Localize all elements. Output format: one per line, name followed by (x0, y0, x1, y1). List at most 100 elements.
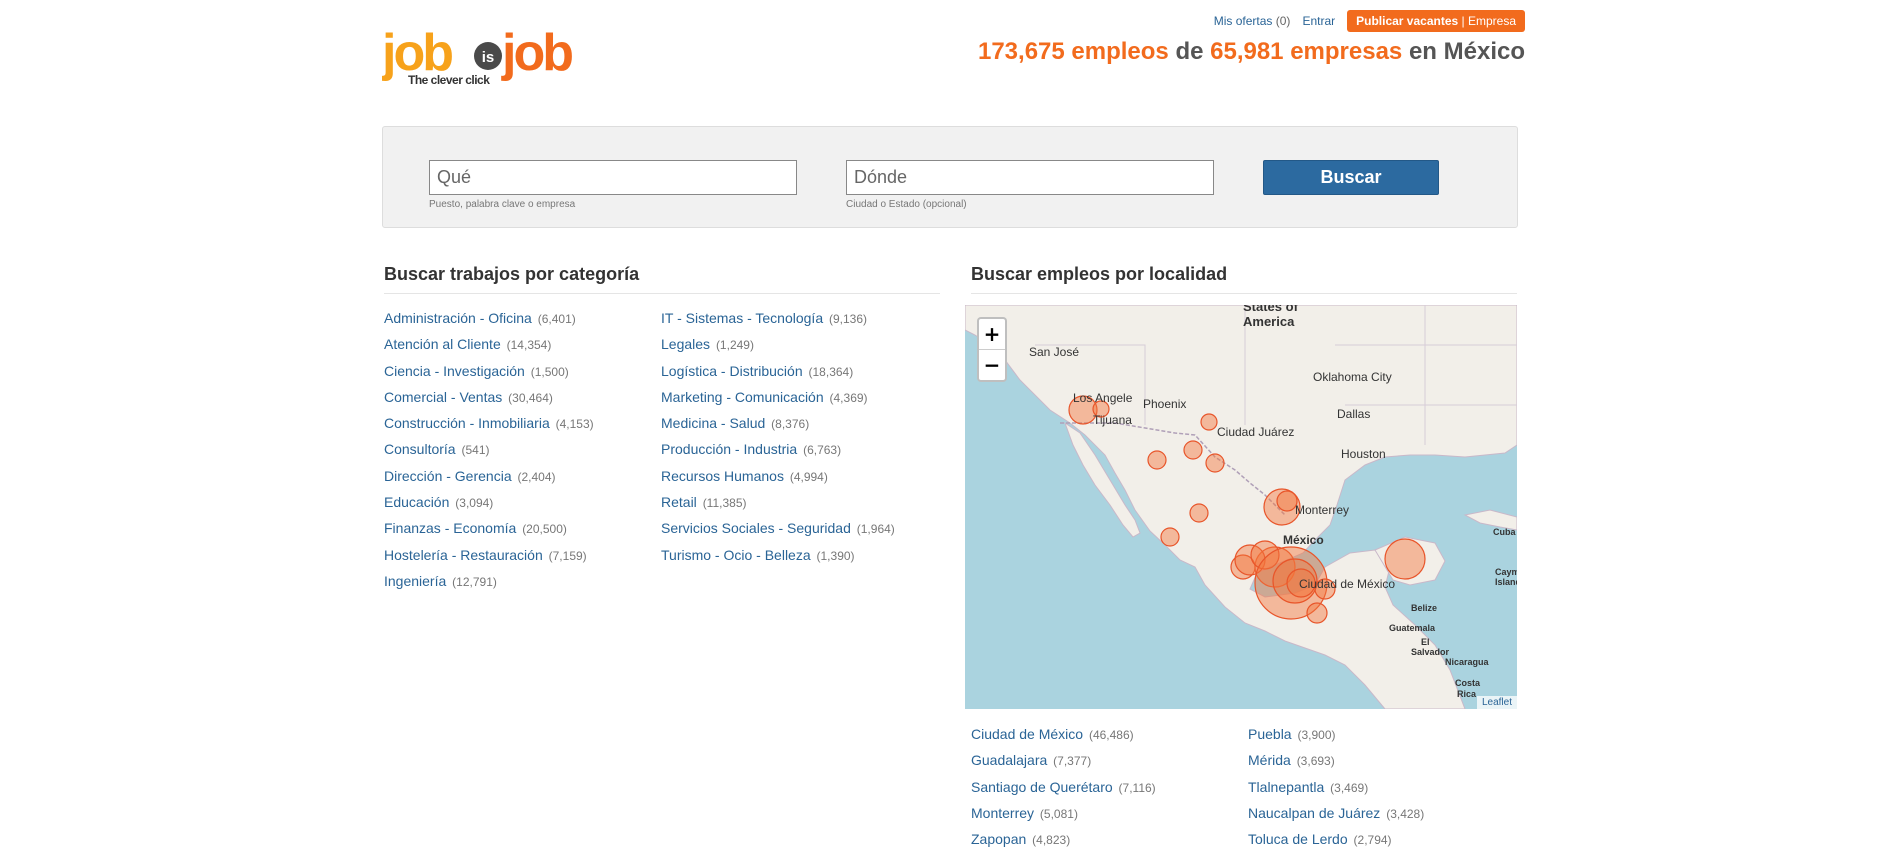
map-marker[interactable] (1250, 540, 1280, 570)
category-item-count: (7,159) (548, 548, 587, 563)
category-item[interactable]: Medicina - Salud (8,376) (661, 411, 895, 437)
category-item-label[interactable]: Construcción - Inmobiliaria (384, 415, 550, 432)
location-item[interactable]: Tlalnepantla (3,469) (1248, 775, 1424, 801)
location-item[interactable]: Naucalpan de Juárez (3,428) (1248, 801, 1424, 827)
location-item-label[interactable]: Puebla (1248, 726, 1292, 742)
category-item[interactable]: Atención al Cliente (14,354) (384, 332, 594, 358)
category-item-label[interactable]: Recursos Humanos (661, 467, 784, 484)
category-item[interactable]: Turismo - Ocio - Belleza (1,390) (661, 543, 895, 569)
category-item[interactable]: Dirección - Gerencia (2,404) (384, 464, 594, 490)
category-item-label[interactable]: Consultoría (384, 441, 456, 458)
location-item-label[interactable]: Monterrey (971, 804, 1035, 821)
location-item-label[interactable]: Toluca de Lerdo (1248, 831, 1348, 848)
location-item[interactable]: Mérida (3,693) (1248, 748, 1424, 774)
map-marker[interactable] (1189, 503, 1209, 523)
location-item-label[interactable]: Mérida (1248, 752, 1291, 769)
leaflet-link[interactable]: Leaflet (1481, 697, 1512, 708)
map-marker[interactable] (1068, 395, 1098, 425)
category-item[interactable]: Construcción - Inmobiliaria (4,153) (384, 411, 594, 437)
category-item[interactable]: Finanzas - Economía (20,500) (384, 516, 594, 542)
category-item-count: (1,390) (816, 548, 855, 563)
map-marker[interactable] (1384, 538, 1426, 580)
mis-ofertas-link[interactable]: Mis ofertas (0) (1214, 14, 1291, 28)
location-item[interactable]: Santiago de Querétaro (7,116) (971, 775, 1156, 801)
location-item-label[interactable]: Zapopan (971, 831, 1027, 848)
category-item-label[interactable]: Medicina - Salud (661, 415, 766, 432)
category-item[interactable]: Educación (3,094) (384, 490, 594, 516)
category-item-label[interactable]: Educación (384, 494, 450, 511)
map-marker[interactable] (1183, 440, 1203, 460)
category-item[interactable]: Ingeniería (12,791) (384, 569, 594, 595)
category-item-label[interactable]: Retail (661, 494, 697, 511)
location-item[interactable]: Ciudad de México (46,486) (971, 722, 1156, 748)
category-item[interactable]: Logística - Distribución (18,364) (661, 359, 895, 385)
category-item[interactable]: Servicios Sociales - Seguridad (1,964) (661, 516, 895, 542)
category-item[interactable]: Administración - Oficina (6,401) (384, 306, 594, 332)
map-label-mexico: México (1283, 533, 1324, 547)
category-item-label[interactable]: Marketing - Comunicación (661, 388, 824, 405)
category-item-label[interactable]: Legales (661, 336, 711, 353)
category-item-label[interactable]: Dirección - Gerencia (384, 467, 512, 484)
category-item[interactable]: Consultoría (541) (384, 437, 594, 463)
map-marker[interactable] (1205, 453, 1225, 473)
zoom-out-button[interactable]: − (979, 349, 1005, 380)
category-item-count: (6,763) (803, 443, 842, 458)
category-item[interactable]: Retail (11,385) (661, 490, 895, 516)
location-item-label[interactable]: Guadalajara (971, 752, 1048, 769)
category-item-label[interactable]: Logística - Distribución (661, 362, 803, 379)
location-item-label[interactable]: Santiago de Querétaro (971, 778, 1113, 795)
map-marker[interactable] (1147, 450, 1167, 470)
buscar-button[interactable]: Buscar (1263, 160, 1439, 195)
what-input[interactable] (429, 160, 797, 195)
category-item-label[interactable]: Ingeniería (384, 572, 447, 589)
entrar-link[interactable]: Entrar (1302, 14, 1336, 28)
location-item-label[interactable]: Ciudad de México (971, 726, 1084, 742)
location-item-count: (3,428) (1386, 806, 1425, 821)
map-marker[interactable] (1092, 400, 1110, 418)
category-item[interactable]: Legales (1,249) (661, 332, 895, 358)
category-item[interactable]: Recursos Humanos (4,994) (661, 464, 895, 490)
category-item-label[interactable]: Servicios Sociales - Seguridad (661, 520, 851, 537)
category-item-label[interactable]: Ciencia - Investigación (384, 362, 525, 379)
location-item[interactable]: Monterrey (5,081) (971, 801, 1156, 827)
location-item[interactable]: Zapopan (4,823) (971, 827, 1156, 853)
jobs-map[interactable]: States of America San José Los Angele Ti… (965, 305, 1517, 709)
category-item-label[interactable]: Turismo - Ocio - Belleza (661, 546, 811, 563)
where-input[interactable] (846, 160, 1214, 195)
category-item[interactable]: Hostelería - Restauración (7,159) (384, 543, 594, 569)
category-item-label[interactable]: Hostelería - Restauración (384, 546, 543, 563)
category-item[interactable]: Comercial - Ventas (30,464) (384, 385, 594, 411)
map-marker[interactable] (1230, 554, 1256, 580)
category-item-label[interactable]: Producción - Industria (661, 441, 798, 458)
location-item[interactable]: Puebla (3,900) (1248, 722, 1424, 748)
location-item[interactable]: Guadalajara (7,377) (971, 748, 1156, 774)
category-item-label[interactable]: Atención al Cliente (384, 336, 501, 353)
category-item-label[interactable]: Finanzas - Economía (384, 520, 517, 537)
map-marker[interactable] (1314, 578, 1336, 600)
category-item[interactable]: IT - Sistemas - Tecnología (9,136) (661, 306, 895, 332)
category-item-label[interactable]: Comercial - Ventas (384, 388, 503, 405)
map-marker[interactable] (1263, 488, 1301, 526)
jobisjob-logo[interactable]: job is job The clever click (381, 22, 602, 90)
publicar-vacantes-button[interactable]: Publicar vacantes | Empresa (1347, 10, 1525, 32)
location-item-count: (3,693) (1296, 754, 1335, 769)
location-item[interactable]: Toluca de Lerdo (2,794) (1248, 827, 1424, 853)
map-marker[interactable] (1306, 602, 1328, 624)
location-item-label[interactable]: Naucalpan de Juárez (1248, 804, 1381, 821)
map-marker[interactable] (1200, 413, 1218, 431)
map-marker[interactable] (1160, 527, 1180, 547)
locations-col1: Ciudad de México (46,486) Guadalajara (7,… (971, 722, 1156, 853)
category-item[interactable]: Producción - Industria (6,763) (661, 437, 895, 463)
map-marker[interactable] (1276, 490, 1298, 512)
map-label-belize: Belize (1411, 603, 1438, 613)
zoom-in-button[interactable]: + (983, 322, 1001, 346)
category-item-label[interactable]: Administración - Oficina (384, 310, 532, 326)
mis-ofertas-label[interactable]: Mis ofertas (1213, 14, 1273, 28)
category-item-count: (8,376) (771, 417, 810, 432)
category-item[interactable]: Ciencia - Investigación (1,500) (384, 359, 594, 385)
map-marker[interactable] (1254, 546, 1328, 620)
location-item-label[interactable]: Tlalnepantla (1248, 778, 1325, 795)
category-item-label[interactable]: IT - Sistemas - Tecnología (661, 310, 824, 326)
category-item[interactable]: Marketing - Comunicación (4,369) (661, 385, 895, 411)
map-marker[interactable] (1286, 568, 1316, 598)
